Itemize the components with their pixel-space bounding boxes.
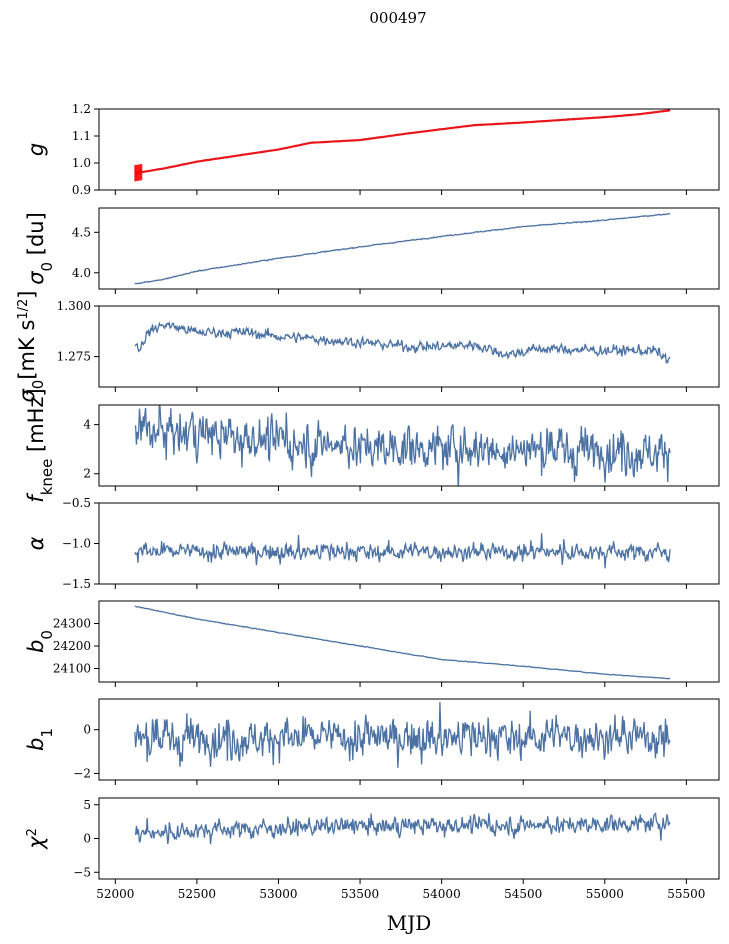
axes-frame	[98, 404, 720, 487]
y-tick-label: 24100	[53, 662, 91, 676]
x-tick-label: 54000	[423, 887, 461, 901]
series-line-fknee	[134, 405, 671, 486]
x-tick-label: 54500	[504, 887, 542, 901]
y-tick-label: −5	[73, 865, 91, 879]
axes-frame	[98, 797, 720, 880]
y-axis-label-sigma0_du: σ0 [du]	[24, 212, 56, 285]
y-axis-label-b0: b0	[24, 630, 56, 653]
y-tick-label: 1.2	[72, 102, 91, 116]
y-tick-label: 1.0	[72, 156, 91, 170]
x-tick-label: 55500	[667, 887, 705, 901]
series-line-b1	[134, 702, 671, 768]
y-axis-label-sigma0_mk: σ0[mK s1/2]	[15, 290, 47, 402]
panel-chi2: −5 0 5 52000 52500 53000 53500 54000 54500 55000 5…	[24, 797, 720, 901]
y-tick-label: 1.1	[72, 129, 91, 143]
y-tick-label: 4.0	[72, 266, 91, 280]
axes-frame	[98, 305, 720, 388]
y-tick-label: −1.5	[62, 577, 91, 591]
panel-g: 0.9 1.0 1.1 1.2 g	[24, 102, 720, 197]
y-tick-label: −2	[73, 766, 91, 780]
y-tick-label: 4	[83, 418, 91, 432]
x-tick-label: 52000	[96, 887, 134, 901]
x-tick-label: 55000	[586, 887, 624, 901]
series-line-chi2	[134, 812, 671, 845]
panel-fknee: 2 4 fknee [mHz]	[24, 388, 720, 503]
y-tick-label: 24200	[53, 639, 91, 653]
axes-frame	[98, 600, 720, 683]
y-axis-label-alpha: α	[24, 536, 48, 550]
y-tick-label: −0.5	[62, 496, 91, 510]
x-tick-label: 53000	[259, 887, 297, 901]
axes-frame	[98, 698, 720, 781]
panels: 0.9 1.0 1.1 1.2 g 4.0 4.5 σ0 [du] 1.275 1.300 σ0[m…	[15, 102, 720, 901]
series-line-sigma0_du	[134, 213, 671, 285]
panel-alpha: −1.5 −1.0 −0.5 α	[24, 496, 720, 591]
y-tick-label: 5	[83, 798, 91, 812]
x-axis-label: MJD	[387, 911, 432, 935]
x-tick-label: 52500	[178, 887, 216, 901]
series-line-sigma0_mk	[134, 320, 671, 365]
y-tick-label: 4.5	[72, 225, 91, 239]
y-axis-label-g: g	[24, 143, 48, 156]
y-tick-label: 0.9	[72, 183, 91, 197]
series-line-alpha	[134, 533, 671, 569]
axes-frame	[98, 207, 720, 290]
axes-frame	[98, 108, 720, 191]
figure-title: 000497	[369, 9, 426, 27]
y-tick-label: 24300	[53, 617, 91, 631]
y-tick-label: 0	[83, 723, 91, 737]
y-axis-label-b1: b1	[24, 728, 56, 751]
axes-frame	[98, 502, 720, 585]
series-line-g	[134, 109, 671, 177]
y-axis-label-chi2: χ2	[24, 828, 48, 850]
y-tick-label: −1.0	[62, 537, 91, 551]
series-line-b0	[134, 605, 671, 680]
y-tick-label: 0	[83, 832, 91, 846]
fit-line-g	[134, 109, 671, 175]
panel-sigma0_mk: 1.275 1.300 σ0[mK s1/2]	[15, 290, 720, 403]
panel-sigma0_du: 4.0 4.5 σ0 [du]	[24, 207, 720, 294]
y-axis-label-fknee: fknee [mHz]	[24, 388, 56, 502]
x-tick-label: 53500	[341, 887, 379, 901]
y-tick-label: 2	[83, 467, 91, 481]
y-tick-label: 1.300	[57, 299, 91, 313]
y-tick-label: 1.275	[57, 350, 91, 364]
panel-b1: −2 0 b1	[24, 698, 720, 785]
